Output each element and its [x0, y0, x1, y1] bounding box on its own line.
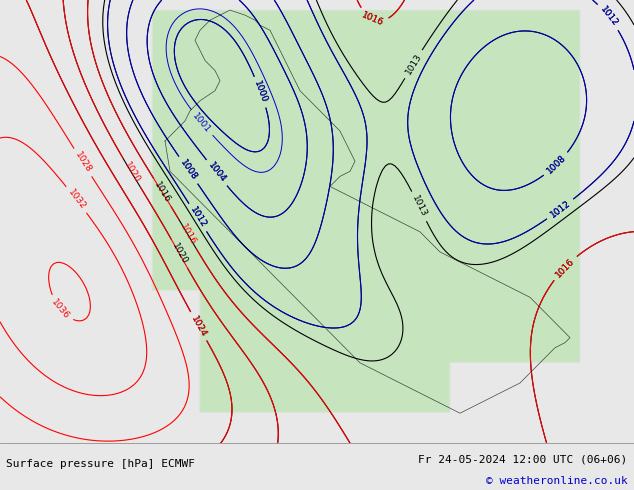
Text: 1013: 1013 — [404, 52, 424, 76]
Text: 1016: 1016 — [178, 222, 197, 246]
Text: 1012: 1012 — [548, 199, 572, 220]
Text: 1016: 1016 — [153, 180, 172, 205]
Text: 1008: 1008 — [178, 158, 198, 182]
Text: © weatheronline.co.uk: © weatheronline.co.uk — [486, 476, 628, 486]
Text: 1008: 1008 — [545, 153, 568, 176]
Text: 1036: 1036 — [49, 297, 71, 321]
Text: 1013: 1013 — [410, 194, 428, 219]
Text: 1012: 1012 — [188, 205, 208, 230]
Text: 1024: 1024 — [189, 314, 208, 339]
Text: 1016: 1016 — [360, 10, 385, 27]
Text: 1012: 1012 — [188, 205, 208, 230]
Text: 1012: 1012 — [598, 5, 619, 28]
Text: 1012: 1012 — [548, 199, 572, 220]
Text: 1008: 1008 — [178, 158, 198, 182]
Text: Surface pressure [hPa] ECMWF: Surface pressure [hPa] ECMWF — [6, 460, 195, 469]
Text: 1008: 1008 — [545, 153, 568, 176]
Text: 1016: 1016 — [553, 256, 576, 279]
Text: 1001: 1001 — [191, 111, 212, 134]
Text: 1016: 1016 — [553, 256, 576, 279]
Text: 1032: 1032 — [66, 188, 87, 212]
Text: 1020: 1020 — [122, 161, 141, 185]
Text: Fr 24-05-2024 12:00 UTC (06+06): Fr 24-05-2024 12:00 UTC (06+06) — [418, 455, 628, 465]
Text: 1020: 1020 — [170, 242, 189, 266]
Text: 1024: 1024 — [189, 314, 208, 339]
Text: 1000: 1000 — [252, 80, 269, 104]
Text: 1004: 1004 — [206, 161, 227, 185]
Text: 1016: 1016 — [360, 10, 385, 27]
Text: 1004: 1004 — [206, 161, 227, 185]
Text: 1000: 1000 — [252, 80, 269, 104]
Text: 1028: 1028 — [73, 150, 93, 174]
Text: 1012: 1012 — [598, 5, 619, 28]
